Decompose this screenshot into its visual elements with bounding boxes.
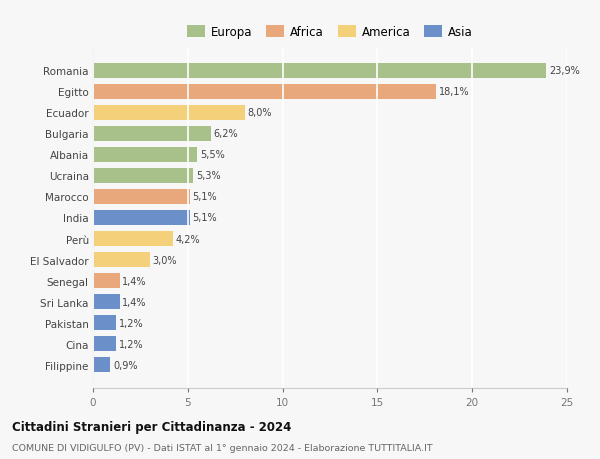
Text: 23,9%: 23,9% <box>549 66 580 76</box>
Bar <box>93 231 173 246</box>
Bar <box>93 127 211 142</box>
Bar <box>93 64 546 79</box>
Bar <box>93 106 245 121</box>
Bar <box>93 294 119 309</box>
Bar <box>93 336 116 352</box>
Text: 5,1%: 5,1% <box>193 213 217 223</box>
Bar <box>93 357 110 372</box>
Text: 1,2%: 1,2% <box>119 339 143 349</box>
Text: COMUNE DI VIDIGULFO (PV) - Dati ISTAT al 1° gennaio 2024 - Elaborazione TUTTITAL: COMUNE DI VIDIGULFO (PV) - Dati ISTAT al… <box>12 443 433 452</box>
Text: 3,0%: 3,0% <box>153 255 177 265</box>
Text: 6,2%: 6,2% <box>214 129 238 139</box>
Text: 8,0%: 8,0% <box>248 108 272 118</box>
Bar <box>93 168 193 184</box>
Text: 1,2%: 1,2% <box>119 318 143 328</box>
Bar <box>93 190 190 205</box>
Legend: Europa, Africa, America, Asia: Europa, Africa, America, Asia <box>185 23 475 41</box>
Bar <box>93 274 119 289</box>
Text: 0,9%: 0,9% <box>113 360 137 370</box>
Text: 5,1%: 5,1% <box>193 192 217 202</box>
Text: 1,4%: 1,4% <box>122 297 147 307</box>
Bar <box>93 315 116 330</box>
Text: 5,3%: 5,3% <box>196 171 221 181</box>
Text: Cittadini Stranieri per Cittadinanza - 2024: Cittadini Stranieri per Cittadinanza - 2… <box>12 420 292 433</box>
Bar <box>93 211 190 225</box>
Text: 4,2%: 4,2% <box>175 234 200 244</box>
Text: 1,4%: 1,4% <box>122 276 147 286</box>
Text: 5,5%: 5,5% <box>200 150 225 160</box>
Bar <box>93 84 436 100</box>
Bar <box>93 147 197 162</box>
Bar <box>93 252 150 268</box>
Text: 18,1%: 18,1% <box>439 87 470 97</box>
